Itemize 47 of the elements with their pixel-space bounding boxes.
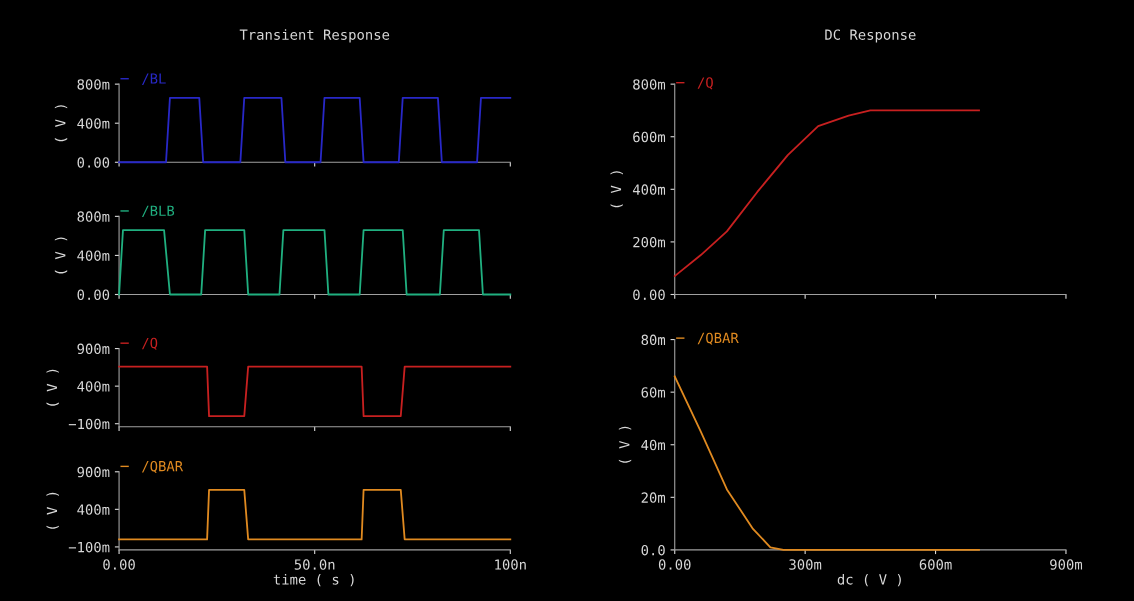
x-tick-label: 300m: [789, 559, 822, 570]
y-tick-label: 20m: [641, 492, 666, 503]
x-tick-label: 900m: [1050, 559, 1083, 570]
y-axis-title: ( V ): [54, 105, 68, 142]
x-tick-label: 0.00: [103, 559, 135, 570]
y-tick-label: 0.00: [77, 289, 110, 300]
text: /Q: [697, 77, 713, 90]
y-tick-label: 40m: [641, 439, 666, 451]
series-label: /Q: [141, 337, 158, 350]
y-tick-label: −100m: [68, 418, 110, 430]
y-axis-title: ( V ): [46, 492, 59, 529]
line-series: [673, 109, 980, 277]
x-axis-title: time ( s ): [273, 573, 354, 587]
y-tick-label: 900m: [77, 343, 110, 355]
y-axis-title: ( V ): [618, 426, 632, 463]
y-tick-label: 600m: [633, 131, 666, 143]
y-tick-label: 400m: [77, 504, 110, 515]
y-tick-label: 800m: [77, 79, 110, 90]
chart-title: Transient Response: [239, 29, 390, 43]
x-tick-label: 50.0n: [294, 559, 335, 570]
y-tick-label: 900m: [77, 466, 110, 478]
y-tick-label: 800m: [633, 79, 666, 90]
y-tick-label: 80m: [641, 334, 666, 346]
y-tick-label: 400m: [77, 250, 110, 261]
series-label: /BLB: [141, 205, 175, 218]
y-tick-label: 0.00: [633, 289, 665, 300]
y-tick-label: 200m: [633, 236, 666, 248]
y-axis-title: ( V ): [610, 171, 623, 208]
y-tick-label: 0.00: [77, 157, 110, 168]
chart-title: DC Response: [825, 29, 916, 43]
y-tick-label: 400m: [77, 118, 110, 129]
y-tick-label: 400m: [632, 184, 666, 195]
y-axis-title: ( V ): [54, 237, 68, 274]
x-tick-label: 100n: [495, 559, 526, 570]
x-tick-label: 600m: [919, 559, 952, 570]
text: /QBAR: [141, 460, 184, 474]
line-series: [673, 375, 980, 551]
y-tick-label: 400m: [77, 381, 110, 392]
y-tick-label: 0.0: [641, 544, 665, 556]
y-tick-label: 800m: [77, 211, 110, 222]
x-tick-label: 0.00: [658, 559, 691, 570]
y-axis-title: ( V ): [46, 369, 59, 406]
series-label: /BL: [141, 73, 166, 85]
y-tick-label: −100m: [68, 541, 110, 553]
text: /QBAR: [697, 332, 739, 345]
x-axis-title: dc ( V ): [837, 573, 901, 587]
y-tick-label: 60m: [641, 387, 666, 398]
